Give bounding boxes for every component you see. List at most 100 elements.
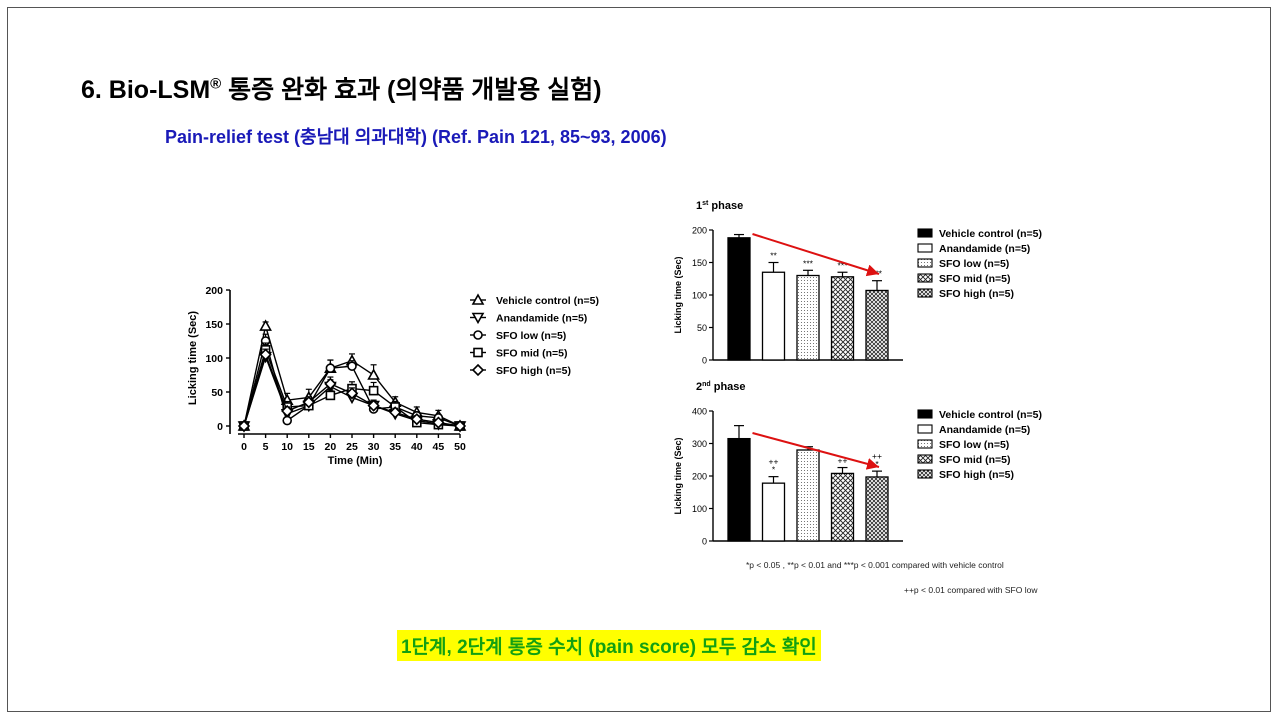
legend-label: Anandamide (n=5)	[939, 243, 1030, 255]
legend-label: SFO high (n=5)	[939, 288, 1014, 300]
legend-swatch	[917, 288, 933, 298]
legend-item: Anandamide (n=5)	[917, 243, 1030, 255]
chart-title-rest: phase	[711, 381, 746, 393]
legend-item: SFO mid (n=5)	[917, 454, 1010, 466]
legend-marker	[471, 312, 485, 325]
legend-item: SFO high (n=5)	[917, 469, 1014, 481]
footnote-significance: *p < 0.05 , **p < 0.01 and ***p < 0.001 …	[746, 560, 1004, 570]
trend-arrow	[752, 432, 880, 470]
phase1-bar-chart: 1st phase 0 50 100 150 200 Licking time (Sec) *…	[673, 200, 1042, 366]
series-4	[237, 348, 467, 433]
bar-group	[796, 446, 820, 542]
chart-title: 2nd phase	[696, 381, 746, 393]
bar-legend: Vehicle control (n=5) Anandamide (n=5) SFO…	[917, 409, 1042, 481]
bar-legend: Vehicle control (n=5) Anandamide (n=5) SFO…	[917, 228, 1042, 300]
data-point	[259, 319, 272, 331]
data-point	[367, 399, 380, 412]
bar-group	[727, 233, 751, 361]
y-tick-label: 0	[217, 421, 223, 433]
legend-label: SFO low (n=5)	[496, 330, 566, 342]
data-point	[325, 390, 336, 401]
footnote-sfo-low: ++p < 0.01 compared with SFO low	[904, 585, 1038, 595]
slide-subtitle: Pain-relief test (충남대 의과대학) (Ref. Pain 1…	[165, 127, 667, 147]
y-tick-label: 200	[205, 285, 223, 297]
y-tick-label: 200	[692, 226, 707, 236]
legend-swatch	[917, 424, 933, 434]
legend-item: SFO high (n=5)	[917, 288, 1014, 300]
data-point	[347, 361, 357, 371]
x-tick-label: 40	[411, 441, 423, 453]
y-axis-title: Licking time (Sec)	[673, 437, 683, 514]
significance-mark: ***	[803, 258, 814, 268]
legend-label: SFO low (n=5)	[939, 258, 1009, 270]
data-point	[281, 404, 294, 418]
legend-swatch	[917, 469, 933, 479]
legend-marker	[471, 293, 485, 305]
slide-frame	[7, 7, 1271, 712]
x-tick-label: 5	[263, 441, 269, 453]
data-point	[345, 387, 359, 400]
legend-label: Anandamide (n=5)	[496, 313, 587, 325]
x-axis-title: Time (Min)	[328, 455, 383, 467]
data-point	[302, 396, 315, 409]
legend-label: SFO mid (n=5)	[496, 348, 567, 360]
legend-swatch	[917, 273, 933, 283]
legend-label: SFO high (n=5)	[939, 469, 1014, 481]
legend-swatch	[917, 454, 933, 464]
legend-item: SFO low (n=5)	[917, 258, 1009, 270]
data-point	[237, 419, 251, 433]
bar	[865, 289, 889, 361]
data-point	[453, 419, 467, 433]
legend-item: SFO mid (n=5)	[917, 273, 1010, 285]
x-tick-label: 15	[303, 441, 315, 453]
legend-label: SFO high (n=5)	[496, 365, 571, 377]
bar	[761, 482, 786, 542]
legend-item: SFO mid (n=5)	[470, 348, 567, 360]
data-point	[432, 416, 445, 429]
legend-item: Vehicle control (n=5)	[917, 409, 1042, 421]
chart-title-num: 1	[696, 200, 702, 212]
series-line	[243, 325, 461, 427]
y-tick-label: 100	[692, 504, 707, 514]
data-point	[282, 415, 292, 426]
legend-item: SFO low (n=5)	[470, 330, 566, 342]
bar-group: ++	[830, 456, 855, 542]
chart-title-rest: phase	[708, 200, 743, 212]
y-tick-label: 100	[205, 353, 223, 365]
x-tick-label: 0	[241, 441, 247, 453]
phase2-bar-chart: 2nd phase 0 100 200 300 400 Licking time (Sec)…	[673, 381, 1042, 547]
significance-mark: *	[772, 465, 776, 475]
legend-item: SFO high (n=5)	[470, 363, 571, 377]
data-point	[368, 385, 379, 396]
x-tick-label: 25	[346, 441, 358, 453]
significance-mark: ++	[872, 451, 882, 461]
legend-marker	[473, 330, 483, 340]
chart-title-sup: nd	[702, 381, 711, 388]
chart-title-num: 2	[696, 381, 702, 393]
slide-title: 6. Bio-LSM® 통증 완화 효과 (의약품 개발용 실험)	[81, 75, 602, 104]
x-tick-label: 10	[281, 441, 293, 453]
legend-swatch	[917, 439, 933, 449]
y-axis-title: Licking time (Sec)	[187, 311, 199, 405]
y-tick-label: 0	[702, 356, 707, 366]
data-point	[324, 377, 337, 390]
legend-label: Anandamide (n=5)	[939, 424, 1030, 436]
data-point	[325, 363, 336, 373]
significance-mark: ***	[838, 260, 849, 270]
conclusion-highlight: 1단계, 2단계 통증 수치 (pain score) 모두 감소 확인	[397, 630, 821, 661]
bar-group	[727, 425, 751, 542]
y-tick-label: 200	[692, 472, 707, 482]
legend-item: SFO low (n=5)	[917, 439, 1009, 451]
legend-marker	[471, 363, 485, 377]
data-point	[367, 368, 380, 380]
legend-item: Vehicle control (n=5)	[470, 293, 599, 307]
legend-swatch	[917, 258, 933, 268]
significance-mark: ++	[838, 456, 848, 466]
x-tick-label: 20	[325, 441, 337, 453]
legend-label: Vehicle control (n=5)	[939, 228, 1042, 240]
x-tick-label: 50	[454, 441, 466, 453]
line-legend: Vehicle control (n=5) Anandamide (n=5) SFO…	[470, 293, 599, 377]
data-point	[410, 413, 423, 426]
bar	[727, 237, 751, 361]
y-tick-label: 300	[692, 439, 707, 449]
